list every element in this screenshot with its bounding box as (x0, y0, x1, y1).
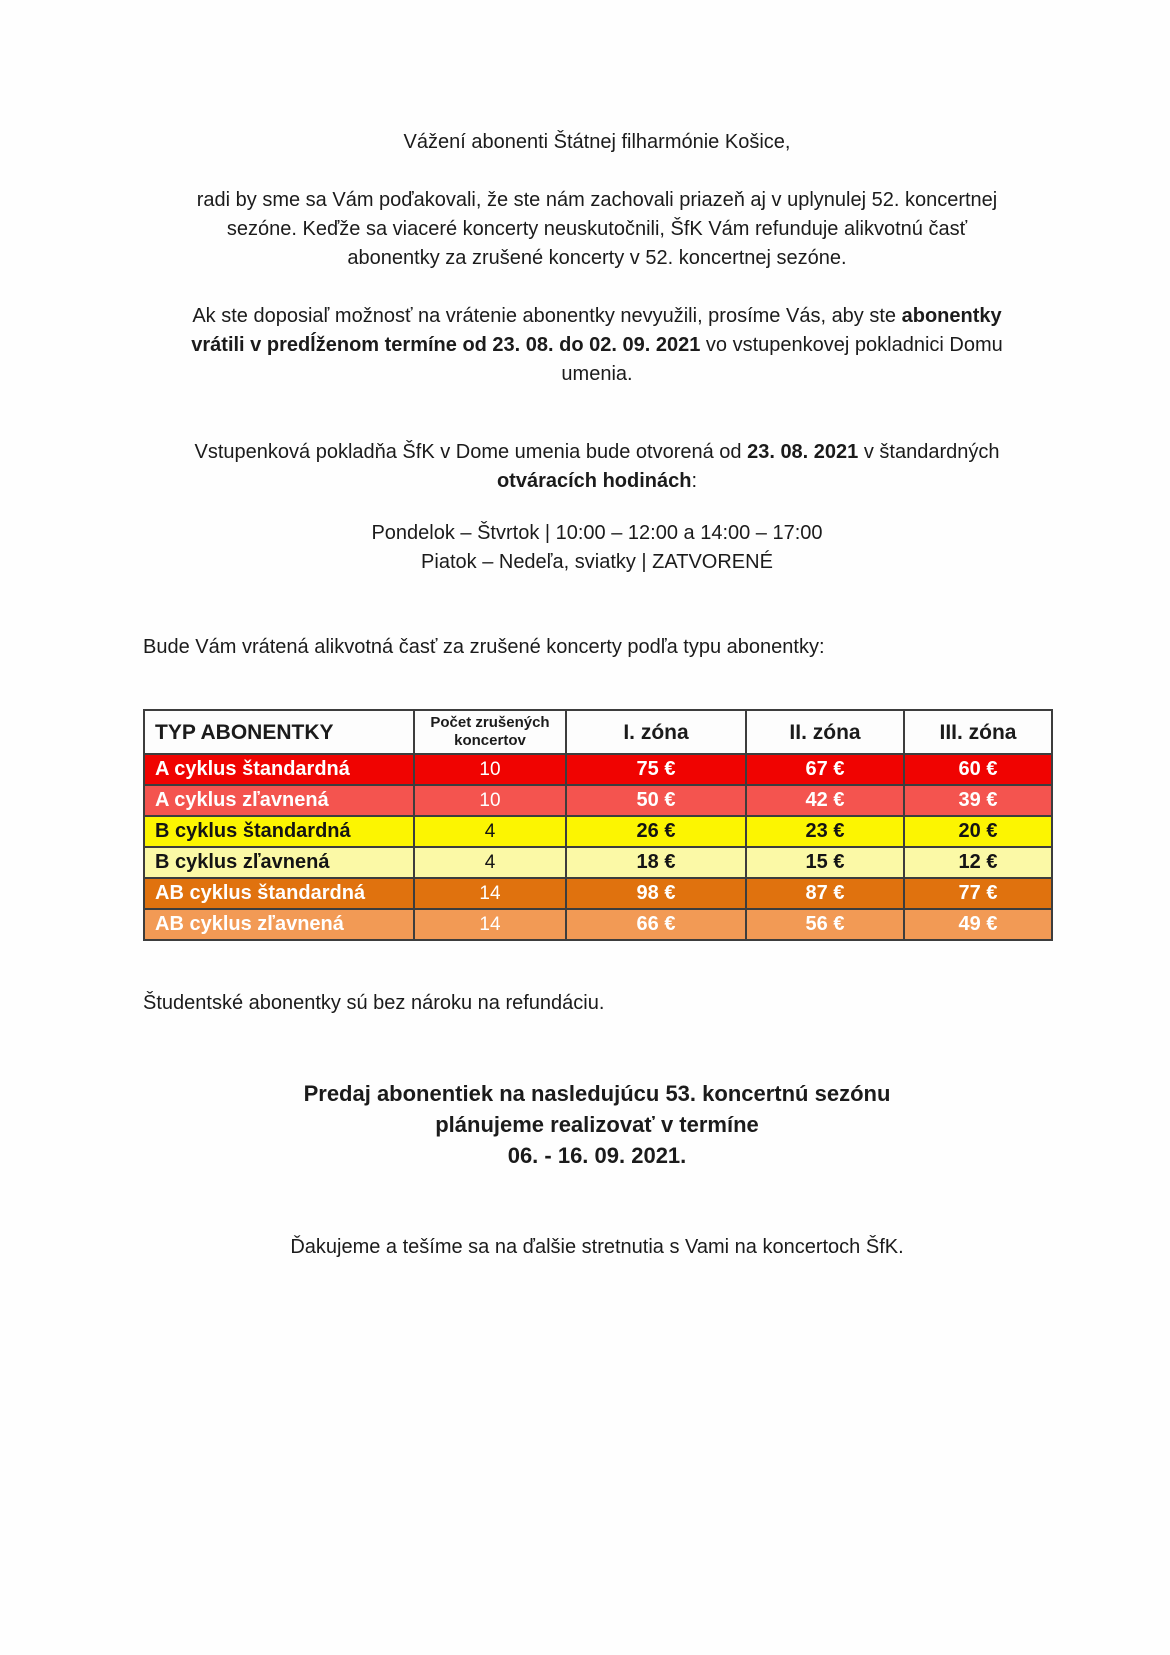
cell-subscription-type: B cyklus štandardná (143, 815, 415, 848)
text-line: Vstupenková pokladňa ŠfK v Dome umenia b… (194, 441, 1000, 463)
paragraph-students-note: Študentské abonentky sú bez nároku na re… (143, 989, 1051, 1018)
cell-zone3-refund: 39 € (903, 784, 1053, 817)
text-line: radi by sme sa Vám poďakovali, že ste ná… (196, 189, 998, 211)
table-row: B cyklus zľavnená 4 18 €15 €12 € (143, 846, 1053, 879)
cell-zone2-refund: 15 € (745, 846, 905, 879)
text-line: 06. - 16. 09. 2021. (507, 1143, 687, 1168)
cell-zone1-refund: 26 € (565, 815, 747, 848)
column-header-4: III. zóna (903, 709, 1053, 755)
paragraph-closing: Ďakujeme a tešíme sa na ďalšie stretnuti… (143, 1233, 1051, 1262)
refund-table-head: TYP ABONENTKY Počet zrušených koncertov I.… (143, 709, 1053, 755)
table-row: B cyklus štandardná 4 26 €23 €20 € (143, 815, 1053, 848)
paragraph-opening-hours: Pondelok – Štvrtok | 10:00 – 12:00 a 14:… (143, 519, 1051, 577)
cell-zone2-refund: 42 € (745, 784, 905, 817)
text-line: Vážení abonenti Štátnej filharmónie Koši… (403, 131, 791, 153)
cell-zone3-refund: 49 € (903, 908, 1053, 941)
paragraph-return-deadline: Ak ste doposiaľ možnosť na vrátenie abon… (143, 302, 1051, 389)
paragraph-refund-intro: Bude Vám vrátená alikvotná časť za zruše… (143, 633, 1051, 662)
cell-zone1-refund: 75 € (565, 753, 747, 786)
cell-cancelled-count: 14 (413, 908, 567, 941)
refund-table-body: A cyklus štandardná 10 75 €67 €60 € A cyklu… (143, 753, 1053, 941)
cell-zone3-refund: 77 € (903, 877, 1053, 910)
cell-zone1-refund: 18 € (565, 846, 747, 879)
table-row: AB cyklus zľavnená 14 66 €56 €49 € (143, 908, 1053, 941)
text-line: abonentky za zrušené koncerty v 52. konc… (347, 247, 847, 269)
text-line: umenia. (561, 363, 633, 385)
text-line: Pondelok – Štvrtok | 10:00 – 12:00 a 14:… (371, 522, 823, 544)
text-line: vrátili v predĺženom termíne od 23. 08. … (191, 334, 1003, 356)
cell-zone3-refund: 20 € (903, 815, 1053, 848)
cell-zone1-refund: 66 € (565, 908, 747, 941)
table-header-row: TYP ABONENTKY Počet zrušených koncertov I.… (143, 709, 1053, 755)
cell-cancelled-count: 4 (413, 815, 567, 848)
cell-zone1-refund: 98 € (565, 877, 747, 910)
cell-zone2-refund: 87 € (745, 877, 905, 910)
cell-subscription-type: AB cyklus štandardná (143, 877, 415, 910)
cell-subscription-type: AB cyklus zľavnená (143, 908, 415, 941)
cell-cancelled-count: 14 (413, 877, 567, 910)
cell-zone2-refund: 23 € (745, 815, 905, 848)
cell-zone1-refund: 50 € (565, 784, 747, 817)
text-line: plánujeme realizovať v termíne (435, 1112, 759, 1137)
column-header-2: I. zóna (565, 709, 747, 755)
text-line: Študentské abonentky sú bez nároku na re… (143, 992, 605, 1014)
table-row: AB cyklus štandardná 14 98 €87 €77 € (143, 877, 1053, 910)
text-line: Bude Vám vrátená alikvotná časť za zruše… (143, 636, 825, 658)
column-header-3: II. zóna (745, 709, 905, 755)
text-line: Ďakujeme a tešíme sa na ďalšie stretnuti… (290, 1236, 904, 1258)
text-line: sezóne. Keďže sa viaceré koncerty neusku… (226, 218, 968, 240)
cell-subscription-type: A cyklus štandardná (143, 753, 415, 786)
cell-cancelled-count: 10 (413, 753, 567, 786)
cell-zone2-refund: 56 € (745, 908, 905, 941)
table-row: A cyklus štandardná 10 75 €67 €60 € (143, 753, 1053, 786)
paragraph-box-office: Vstupenková pokladňa ŠfK v Dome umenia b… (143, 438, 1051, 496)
text-line: Predaj abonentiek na nasledujúcu 53. kon… (303, 1081, 891, 1106)
cell-cancelled-count: 10 (413, 784, 567, 817)
text-line: Piatok – Nedeľa, sviatky | ZATVORENÉ (421, 551, 773, 573)
column-header-0: TYP ABONENTKY (143, 709, 415, 755)
document-content: Vážení abonenti Štátnej filharmónie Koši… (143, 0, 1053, 1262)
cell-cancelled-count: 4 (413, 846, 567, 879)
cell-subscription-type: B cyklus zľavnená (143, 846, 415, 879)
refund-table: TYP ABONENTKY Počet zrušených koncertov I.… (143, 709, 1053, 941)
column-header-1: Počet zrušených koncertov (413, 709, 567, 755)
cell-subscription-type: A cyklus zľavnená (143, 784, 415, 817)
cell-zone3-refund: 12 € (903, 846, 1053, 879)
text-line: otváracích hodinách: (496, 470, 698, 492)
paragraph-thanks: radi by sme sa Vám poďakovali, že ste ná… (143, 186, 1051, 273)
cell-zone2-refund: 67 € (745, 753, 905, 786)
table-row: A cyklus zľavnená 10 50 €42 €39 € (143, 784, 1053, 817)
heading-sale-announcement: Predaj abonentiek na nasledujúcu 53. kon… (143, 1078, 1051, 1171)
salutation: Vážení abonenti Štátnej filharmónie Koši… (143, 128, 1051, 157)
text-line: Ak ste doposiaľ možnosť na vrátenie abon… (192, 305, 1002, 327)
cell-zone3-refund: 60 € (903, 753, 1053, 786)
